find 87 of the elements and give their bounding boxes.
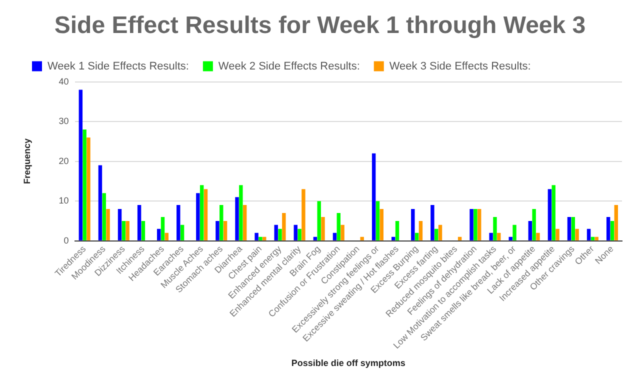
- bar: [340, 224, 344, 240]
- bar: [528, 220, 532, 240]
- chart-title: Side Effect Results for Week 1 through Week 3: [54, 12, 586, 40]
- bar: [180, 224, 184, 240]
- bar: [567, 216, 572, 240]
- bar: [376, 201, 380, 240]
- bar: [434, 228, 438, 240]
- bar: [223, 220, 228, 240]
- bar: [235, 197, 239, 240]
- bar: [532, 209, 536, 240]
- legend-label: Week 1 Side Effects Results:: [48, 60, 189, 72]
- bar: [380, 209, 384, 240]
- bar: [552, 185, 556, 240]
- bar: [391, 236, 396, 240]
- bar: [106, 209, 110, 240]
- y-tick-label: 40: [58, 76, 69, 86]
- bar: [586, 228, 591, 240]
- bar: [414, 232, 419, 240]
- bar: [512, 224, 516, 240]
- bar: [497, 232, 501, 240]
- bar: [321, 216, 325, 240]
- bar: [274, 224, 278, 240]
- bar: [614, 205, 618, 240]
- x-axis-title: Possible die off symptoms: [291, 358, 406, 368]
- bar: [477, 209, 482, 240]
- bar: [302, 189, 306, 240]
- bar: [493, 216, 497, 240]
- bar: [508, 236, 512, 240]
- bar: [164, 232, 169, 240]
- bar: [216, 220, 220, 240]
- bar: [196, 193, 200, 240]
- bar: [220, 205, 224, 240]
- bar: [258, 236, 262, 240]
- bar: [438, 224, 442, 240]
- bar: [458, 236, 462, 240]
- bar: [254, 232, 258, 240]
- bar: [571, 216, 575, 240]
- bar: [395, 220, 400, 240]
- bar: [411, 209, 415, 240]
- bar: [474, 209, 478, 240]
- bar: [418, 220, 423, 240]
- bar: [278, 228, 282, 240]
- bar: [372, 153, 376, 240]
- bar: [82, 130, 86, 240]
- bar: [262, 236, 266, 240]
- bar: [360, 236, 364, 240]
- bar: [141, 220, 146, 240]
- bar: [298, 228, 302, 240]
- bar: [489, 232, 493, 240]
- bar: [118, 209, 122, 240]
- bar: [336, 212, 340, 240]
- bar: [156, 228, 161, 240]
- bar: [126, 220, 130, 240]
- bar: [430, 205, 434, 240]
- bar: [548, 189, 552, 240]
- bar: [556, 228, 560, 240]
- bar: [160, 216, 165, 240]
- bar: [470, 209, 474, 240]
- bar: [294, 224, 298, 240]
- y-tick-label: 10: [58, 196, 69, 206]
- y-tick-label: 30: [58, 116, 69, 126]
- bar: [590, 236, 595, 240]
- bar: [575, 228, 579, 240]
- bar: [594, 236, 598, 240]
- y-tick-label: 20: [58, 156, 69, 166]
- bar: [86, 137, 90, 240]
- bar: [239, 185, 243, 240]
- y-axis-title: Frequency: [22, 138, 32, 184]
- bar: [102, 193, 106, 240]
- legend-label: Week 3 Side Effects Results:: [389, 60, 531, 72]
- bar: [282, 212, 286, 240]
- bar: [606, 216, 610, 240]
- bar: [200, 185, 204, 240]
- bar: [332, 232, 337, 240]
- bar: [242, 205, 247, 240]
- bar: [176, 205, 180, 240]
- bar: [610, 220, 614, 240]
- bar: [122, 220, 126, 240]
- bar: [137, 205, 142, 240]
- bar: [313, 236, 318, 240]
- legend-label: Week 2 Side Effects Results:: [218, 60, 360, 72]
- bar: [204, 189, 208, 240]
- bar: [78, 90, 83, 240]
- y-tick-label: 0: [64, 235, 69, 246]
- bar: [98, 165, 102, 240]
- bar: [536, 232, 540, 240]
- bar: [317, 201, 321, 240]
